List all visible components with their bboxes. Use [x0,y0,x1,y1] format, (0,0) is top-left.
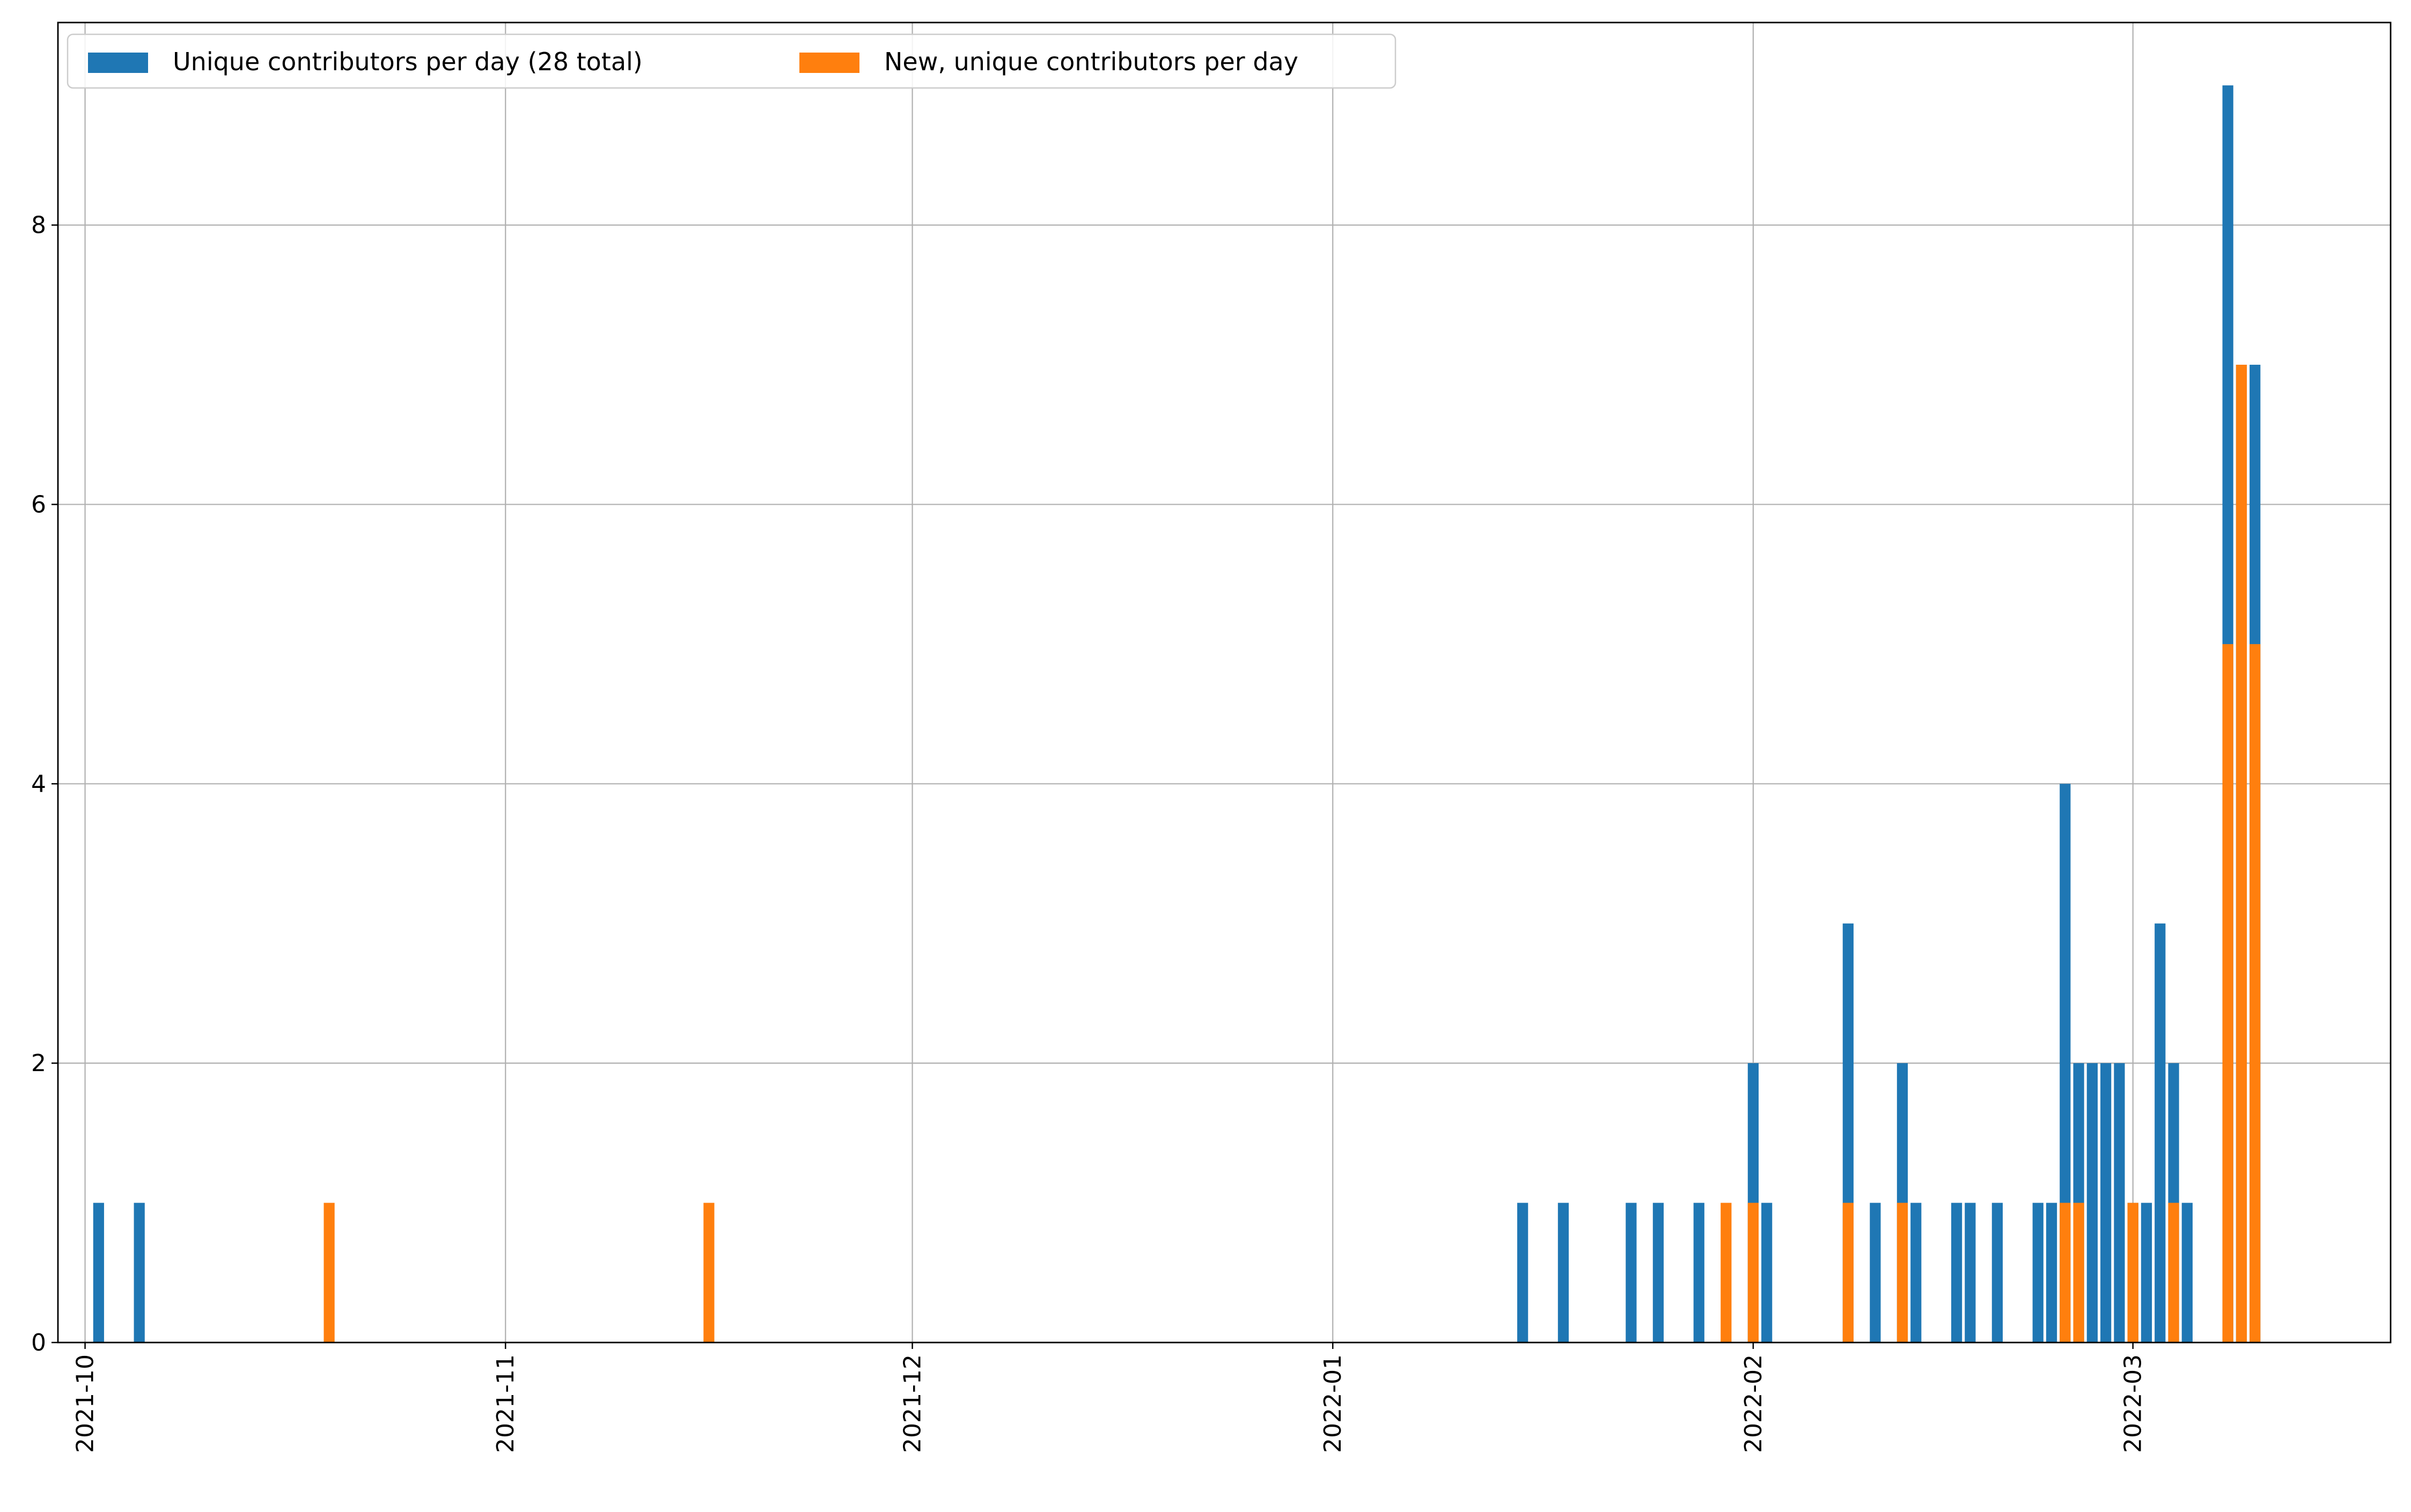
bar-series-0 [2181,1203,2193,1343]
bar-series-1 [1842,1203,1854,1343]
bar-series-0 [2155,923,2166,1343]
bar-series-1 [703,1203,715,1343]
bar-series-0 [1626,1203,1637,1343]
bar-series-1 [1897,1203,1908,1343]
bar-series-0 [1951,1203,1962,1343]
bar-series-0 [1910,1203,1922,1343]
bars-layer [93,85,2261,1343]
bar-series-0 [2032,1203,2044,1343]
bar-series-1 [2168,1203,2179,1343]
axes-layer: 0 2 4 6 8 2021-10 2021-11 2021-12 2022-01 2022-02… [31,21,2392,1453]
bar-series-0 [2046,1203,2057,1343]
bar-series-1 [1747,1203,1759,1343]
bar-series-1 [2127,1203,2138,1343]
bar-series-0 [2086,1063,2098,1343]
bar-series-0 [2100,1063,2112,1343]
bar-series-0 [1761,1203,1773,1343]
bar-series-0 [1652,1203,1664,1343]
y-tick-label: 4 [31,770,46,798]
legend-label-0: Unique contributors per day (28 total) [173,47,643,76]
y-tick-label: 6 [31,491,46,518]
bar-series-1 [1721,1203,1732,1343]
bar-series-0 [1557,1203,1569,1343]
legend-swatch-0 [88,53,148,73]
x-tick-label: 2022-01 [1319,1354,1347,1453]
bar-series-0 [1965,1203,1976,1343]
x-tick-label: 2022-02 [1740,1354,1767,1453]
legend-box [67,33,1396,89]
legend-label-1: New, unique contributors per day [884,47,1298,76]
x-tick-label: 2021-12 [899,1354,927,1453]
y-tick-label: 2 [31,1050,46,1077]
x-tick-label: 2021-11 [492,1354,519,1453]
y-tick-label: 0 [31,1329,46,1356]
bar-series-0 [1517,1203,1528,1343]
bar-series-0 [1870,1203,1881,1343]
bar-series-1 [2236,365,2247,1343]
x-tick-label: 2022-03 [2120,1354,2147,1453]
series-1-bars [324,365,2261,1343]
bar-series-0 [134,1203,145,1343]
bar-series-0 [1693,1203,1704,1343]
bar-series-1 [324,1203,335,1343]
bar-series-1 [2060,1203,2071,1343]
bar-series-1 [2250,644,2261,1343]
bar-series-0 [93,1203,104,1343]
bar-series-1 [2222,644,2233,1343]
bar-series-0 [2141,1203,2152,1343]
bar-series-1 [2073,1203,2084,1343]
bar-series-0 [2114,1063,2125,1343]
x-tick-label: 2021-10 [72,1354,99,1453]
y-tick-label: 8 [31,212,46,239]
chart-legend: Unique contributors per day (28 total) Ne… [67,33,1396,89]
plot-frame [57,21,2392,1344]
legend-swatch-1 [799,53,859,73]
bar-series-0 [1991,1203,2003,1343]
